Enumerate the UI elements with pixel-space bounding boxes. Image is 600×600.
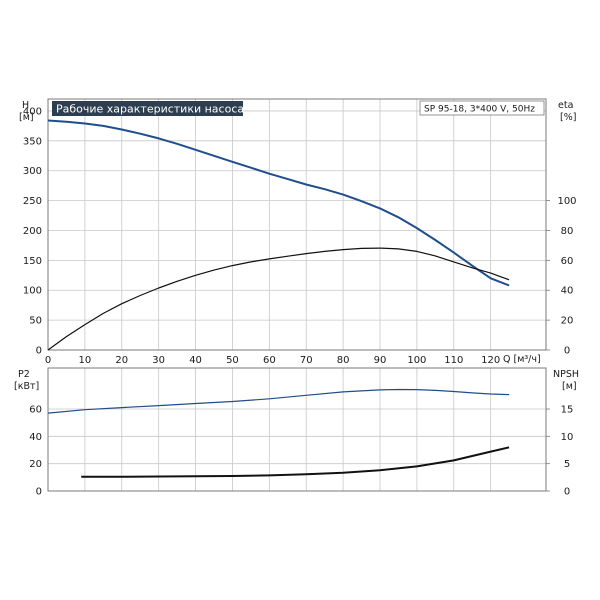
bottom-tick-labels: 0 20 40 60 0 5 10 15 (29, 405, 573, 498)
top-plot-frame (47, 98, 547, 351)
top-right-tick-label: 80 (561, 226, 574, 237)
bottom-left-tick-label: 0 (36, 487, 42, 498)
top-right-tick-label: 100 (557, 196, 576, 207)
bottom-series-lines (47, 388, 510, 478)
top-left-tick-label: 50 (29, 316, 42, 327)
bottom-left-tick-label: 60 (29, 405, 42, 416)
x-tick-label: 40 (189, 355, 202, 366)
bottom-series-line-1 (47, 388, 510, 414)
top-left-tick-label: 0 (36, 346, 42, 357)
top-right-tick-label: 40 (561, 286, 574, 297)
top-gridlines (47, 99, 546, 351)
top-tick-labels: 0 50 100 150 200 250 300 350 400 0 20 40 60 80 100 0 10 2… (23, 106, 577, 366)
top-left-tick-label: 400 (23, 106, 42, 117)
x-tick-label: 110 (444, 355, 463, 366)
bottom-gridlines (47, 368, 546, 492)
x-tick-label: 100 (407, 355, 426, 366)
x-tick-label: 80 (337, 355, 350, 366)
x-tick-label: 90 (374, 355, 387, 366)
top-series-line-1 (47, 119, 510, 287)
bottom-right-tick-label: 5 (564, 459, 570, 470)
y-axis-label-h: H (22, 100, 29, 111)
y-axis-unit-p2: [кВт] (14, 381, 39, 392)
bottom-plot-frame (47, 367, 547, 492)
x-tick-label: 50 (226, 355, 239, 366)
power-npsh-panel: 0 20 40 60 0 5 10 15 P2 [кВт] NPSH [м] (14, 367, 579, 498)
y-axis-label-eta: eta (558, 100, 573, 111)
chart-subtitle-box (419, 100, 545, 116)
bottom-left-tick-label: 40 (29, 432, 42, 443)
top-left-tick-label: 200 (23, 226, 42, 237)
top-right-tick-label: 60 (561, 256, 574, 267)
x-tick-label: 10 (79, 355, 92, 366)
y-axis-unit-h: [м] (19, 112, 34, 123)
top-right-tick-label: 20 (561, 316, 574, 327)
y-axis-unit-eta: [%] (560, 112, 576, 123)
x-tick-label: 0 (45, 355, 51, 366)
bottom-left-tick-label: 20 (29, 459, 42, 470)
bottom-right-tick-label: 0 (564, 487, 570, 498)
top-series-line-2 (47, 247, 510, 351)
chart-title-box (52, 101, 243, 116)
top-left-tick-label: 350 (23, 136, 42, 147)
x-tick-label: 60 (263, 355, 276, 366)
top-left-tick-label: 300 (23, 166, 42, 177)
x-tick-label: 30 (152, 355, 165, 366)
top-series-lines (47, 119, 510, 351)
top-left-tick-label: 250 (23, 196, 42, 207)
y-axis-unit-npsh: [м] (562, 381, 577, 392)
bottom-right-tick-label: 10 (561, 432, 574, 443)
head-efficiency-panel: 0 50 100 150 200 250 300 350 400 0 20 40 60 80 100 0 10 2… (19, 98, 577, 366)
bottom-series-line-2 (81, 446, 510, 478)
y-axis-label-p2: P2 (18, 369, 30, 380)
chart-title: Рабочие характеристики насоса (56, 103, 244, 116)
x-axis-label: Q [м³/ч] (503, 354, 541, 365)
y-axis-label-npsh: NPSH (553, 369, 579, 380)
top-right-tick-label: 0 (564, 346, 570, 357)
chart-subtitle: SP 95-18, 3*400 V, 50Hz (424, 105, 535, 115)
top-left-tick-label: 100 (23, 286, 42, 297)
x-tick-label: 120 (481, 355, 500, 366)
x-tick-label: 70 (300, 355, 313, 366)
top-left-tick-label: 150 (23, 256, 42, 267)
x-tick-label: 20 (115, 355, 128, 366)
bottom-right-tick-label: 15 (561, 405, 574, 416)
